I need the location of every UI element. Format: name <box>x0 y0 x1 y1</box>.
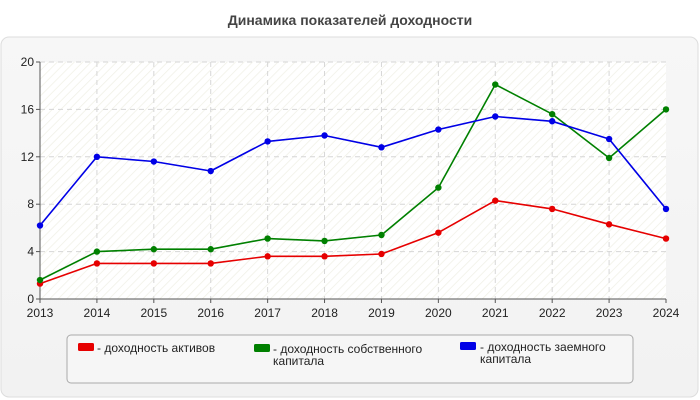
chart-title: Динамика показателей доходности <box>227 12 473 28</box>
legend-swatch-1 <box>254 344 270 352</box>
legend-label-0: - доходность активов <box>97 341 215 355</box>
data-point <box>321 237 328 245</box>
data-point <box>93 153 101 160</box>
x-tick-label: 2019 <box>368 306 395 320</box>
data-point <box>548 205 556 213</box>
data-point <box>605 221 613 228</box>
data-point <box>378 231 385 239</box>
legend-swatch-0 <box>78 343 94 351</box>
series-line-1 <box>39 83 667 281</box>
legend: - доходность активов - доходность собстве… <box>66 334 634 384</box>
x-tick-label: 2017 <box>254 306 281 320</box>
plot-area <box>40 62 666 299</box>
y-tick-label: 4 <box>27 245 34 259</box>
x-tick-label: 2013 <box>27 306 54 320</box>
data-point <box>492 113 499 120</box>
axes: 0 4 8 12 16 20 2013 2014 2015 2016 2017 2018 2019 202… <box>21 55 680 320</box>
x-tick-label: 2020 <box>425 306 452 320</box>
data-point <box>207 167 214 175</box>
data-point <box>662 235 670 242</box>
data-point <box>435 184 442 191</box>
x-tick-label: 2021 <box>482 306 509 320</box>
data-point <box>150 260 158 267</box>
data-point <box>321 253 328 260</box>
series-lines <box>36 81 670 287</box>
data-point <box>93 248 101 255</box>
y-tick-label: 8 <box>27 197 34 211</box>
data-point <box>264 235 271 242</box>
legend-label-2: - доходность заемного капитала <box>480 340 606 366</box>
data-point <box>36 276 44 284</box>
data-point <box>605 135 613 143</box>
x-tick-label: 2015 <box>140 306 167 320</box>
data-point <box>378 250 385 258</box>
x-tick-label: 2018 <box>311 306 338 320</box>
data-point <box>264 138 271 145</box>
data-point <box>93 260 101 267</box>
data-point <box>264 253 271 260</box>
x-tick-label: 2023 <box>596 306 623 320</box>
x-tick-label: 2022 <box>539 306 566 320</box>
x-tick-label: 2024 <box>653 306 680 320</box>
legend-box <box>66 334 634 384</box>
y-tick-label: 16 <box>21 102 35 116</box>
data-point <box>150 158 158 165</box>
series-line-0 <box>39 199 667 285</box>
data-point <box>150 246 158 253</box>
data-point <box>435 126 442 133</box>
series-line-2 <box>39 115 667 227</box>
data-point <box>36 222 44 229</box>
x-tick-label: 2014 <box>84 306 111 320</box>
data-point <box>548 110 556 118</box>
y-tick-label: 0 <box>27 292 34 306</box>
data-point <box>605 154 613 162</box>
y-tick-label: 20 <box>21 55 35 69</box>
data-point <box>662 106 670 113</box>
data-point <box>492 81 499 88</box>
data-point <box>378 144 385 151</box>
grid-lines <box>40 61 666 299</box>
data-point <box>548 118 556 125</box>
y-tick-label: 12 <box>21 150 35 164</box>
data-point <box>207 246 214 253</box>
data-point <box>435 229 442 236</box>
legend-swatch-2 <box>460 342 476 350</box>
data-point <box>321 132 328 139</box>
data-point <box>662 205 670 213</box>
x-tick-label: 2016 <box>197 306 224 320</box>
data-point <box>492 197 499 204</box>
legend-label-1: - доходность собственного капитала <box>273 342 423 368</box>
data-point <box>207 260 214 267</box>
